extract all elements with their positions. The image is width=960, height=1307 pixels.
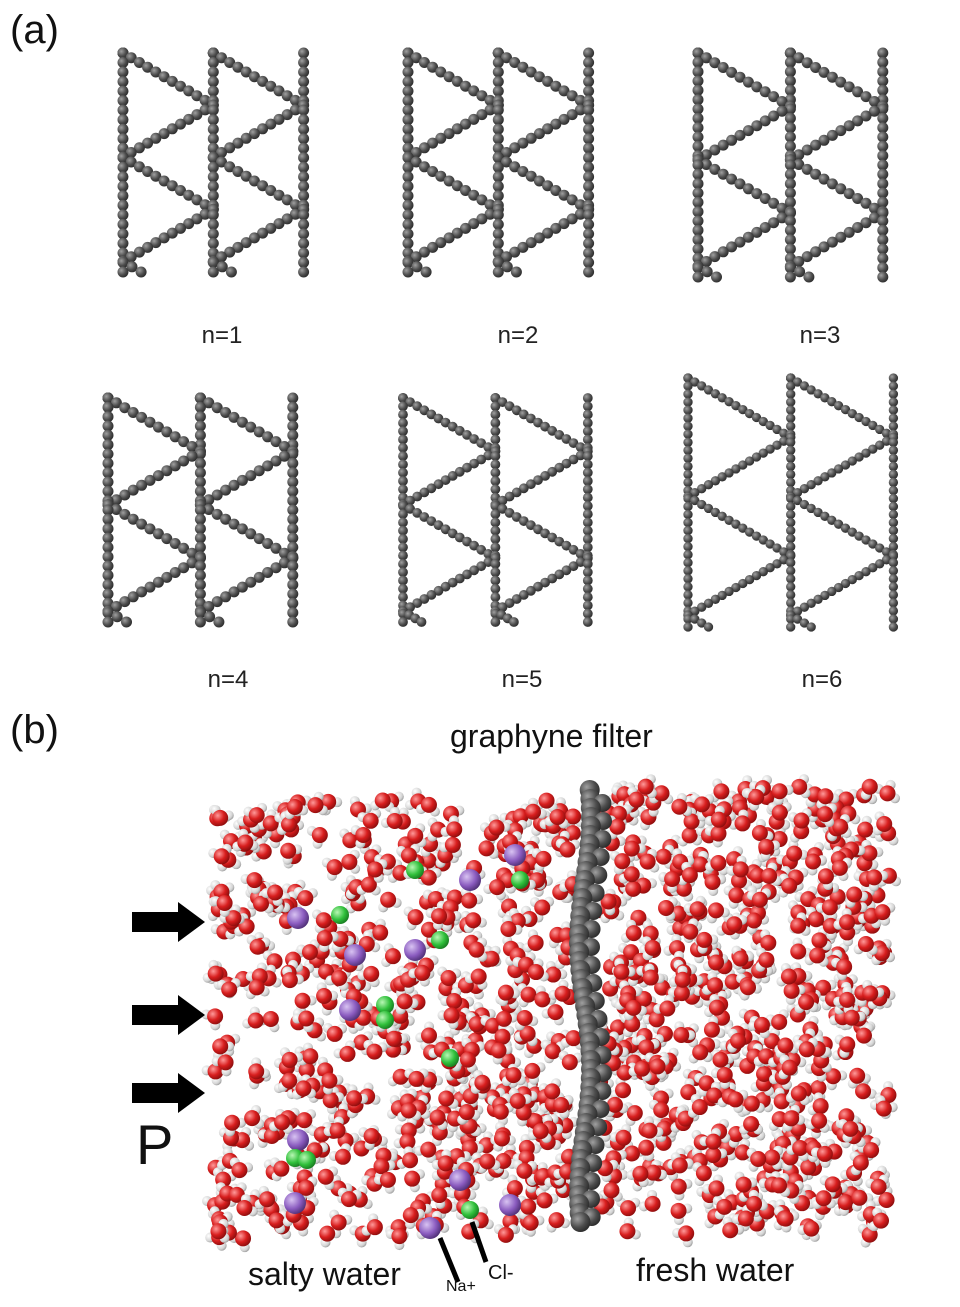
panel-b-label: (b) [10,708,59,752]
water-molecules [201,774,902,1253]
lattice-n3 [692,47,889,283]
salt-ions [284,844,529,1239]
lattice-n5 [398,393,593,627]
caption-n4: n=4 [207,666,249,693]
caption-n3: n=3 [799,322,841,349]
fresh-water-label: fresh water [636,1252,795,1288]
ion-pointers [437,1221,489,1283]
lattice-n1 [117,47,310,278]
simulation-scene [132,774,902,1283]
lattice-n6 [683,373,899,632]
salty-water-label: salty water [248,1256,401,1292]
caption-n2: n=2 [497,322,539,349]
chloride-label: Cl- [488,1262,514,1284]
caption-n6: n=6 [801,666,843,693]
panel-a-label: (a) [10,8,59,52]
lattice-n4 [102,392,299,628]
sodium-label: Na+ [446,1278,476,1295]
lattice-n2 [402,47,595,278]
pressure-label: P [136,1113,174,1176]
graphyne-filter-label: graphyne filter [450,718,653,754]
graphyne-filter-membrane [569,780,612,1232]
pressure-arrows [132,902,205,1113]
caption-n1: n=1 [201,322,243,349]
caption-n5: n=5 [501,666,543,693]
